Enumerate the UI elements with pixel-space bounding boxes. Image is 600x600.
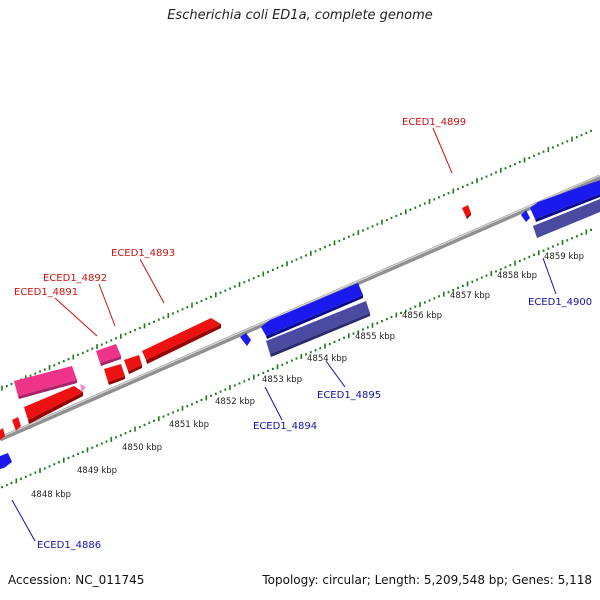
scale-label: 4849 kbp [77, 466, 117, 476]
leader-line [325, 360, 346, 388]
gene-forward-pink-left[interactable] [14, 366, 77, 399]
gene-label-eced1-4899[interactable]: ECED1_4899 [402, 117, 466, 128]
scale-label: 4854 kbp [307, 354, 347, 364]
leader-line [432, 127, 453, 174]
forward-genes [0, 205, 471, 440]
forward-tick-track [1, 129, 592, 391]
scale-label: 4851 kbp [169, 420, 209, 430]
topology-summary: Topology: circular; Length: 5,209,548 bp… [262, 573, 592, 587]
gene-eced1-4900-arrow[interactable] [521, 180, 600, 238]
leader-line [54, 297, 98, 337]
scale-label: 4850 kbp [122, 443, 162, 453]
genome-backbone-highlight [0, 174, 600, 439]
gene-reverse-left[interactable] [0, 453, 12, 469]
reverse-gene-labels: ECED1_4886 ECED1_4894 ECED1_4895 ECED1_4… [11, 257, 592, 551]
leader-line [264, 386, 283, 421]
scale-labels: 4848 kbp 4849 kbp 4850 kbp 4851 kbp 4852… [31, 252, 584, 500]
gene-eced1-4892-arrow[interactable] [96, 344, 121, 366]
reverse-genes [0, 180, 600, 469]
leader-line [11, 499, 36, 542]
gene-label-eced1-4886[interactable]: ECED1_4886 [37, 540, 101, 551]
gene-label-eced1-4892[interactable]: ECED1_4892 [43, 273, 107, 284]
map-title: Escherichia coli ED1a, complete genome [167, 8, 433, 23]
gene-label-eced1-4893[interactable]: ECED1_4893 [111, 248, 175, 259]
scale-label: 4855 kbp [355, 332, 395, 342]
scale-label: 4852 kbp [215, 397, 255, 407]
leader-line [542, 257, 557, 295]
gene-eced1-4895-arrow[interactable] [261, 283, 370, 357]
gene-eced1-4893-arrow[interactable] [142, 318, 221, 364]
gene-eced1-4894-arrow[interactable] [240, 333, 251, 346]
gene-eced1-4891-arrow[interactable] [104, 355, 142, 385]
gene-forward-red-left[interactable] [24, 384, 86, 424]
gene-label-eced1-4894[interactable]: ECED1_4894 [253, 421, 317, 432]
scale-label: 4859 kbp [544, 252, 584, 262]
gene-forward-small-left[interactable] [12, 417, 21, 431]
gene-label-eced1-4895[interactable]: ECED1_4895 [317, 390, 381, 401]
scale-label: 4856 kbp [402, 311, 442, 321]
gene-label-eced1-4891[interactable]: ECED1_4891 [14, 287, 78, 298]
forward-gene-labels: ECED1_4891 ECED1_4892 ECED1_4893 ECED1_4… [14, 117, 466, 337]
scale-label: 4848 kbp [31, 490, 71, 500]
gene-forward-edge-left[interactable] [0, 428, 5, 440]
leader-line [98, 283, 116, 327]
reverse-tick-track [1, 228, 592, 489]
gene-label-eced1-4900[interactable]: ECED1_4900 [528, 297, 592, 308]
scale-label: 4858 kbp [497, 271, 537, 281]
accession-text: Accession: NC_011745 [8, 573, 145, 587]
scale-label: 4853 kbp [262, 375, 302, 385]
leader-line [139, 258, 165, 304]
scale-label: 4857 kbp [450, 291, 490, 301]
gene-eced1-4899-arrow[interactable] [462, 205, 471, 219]
